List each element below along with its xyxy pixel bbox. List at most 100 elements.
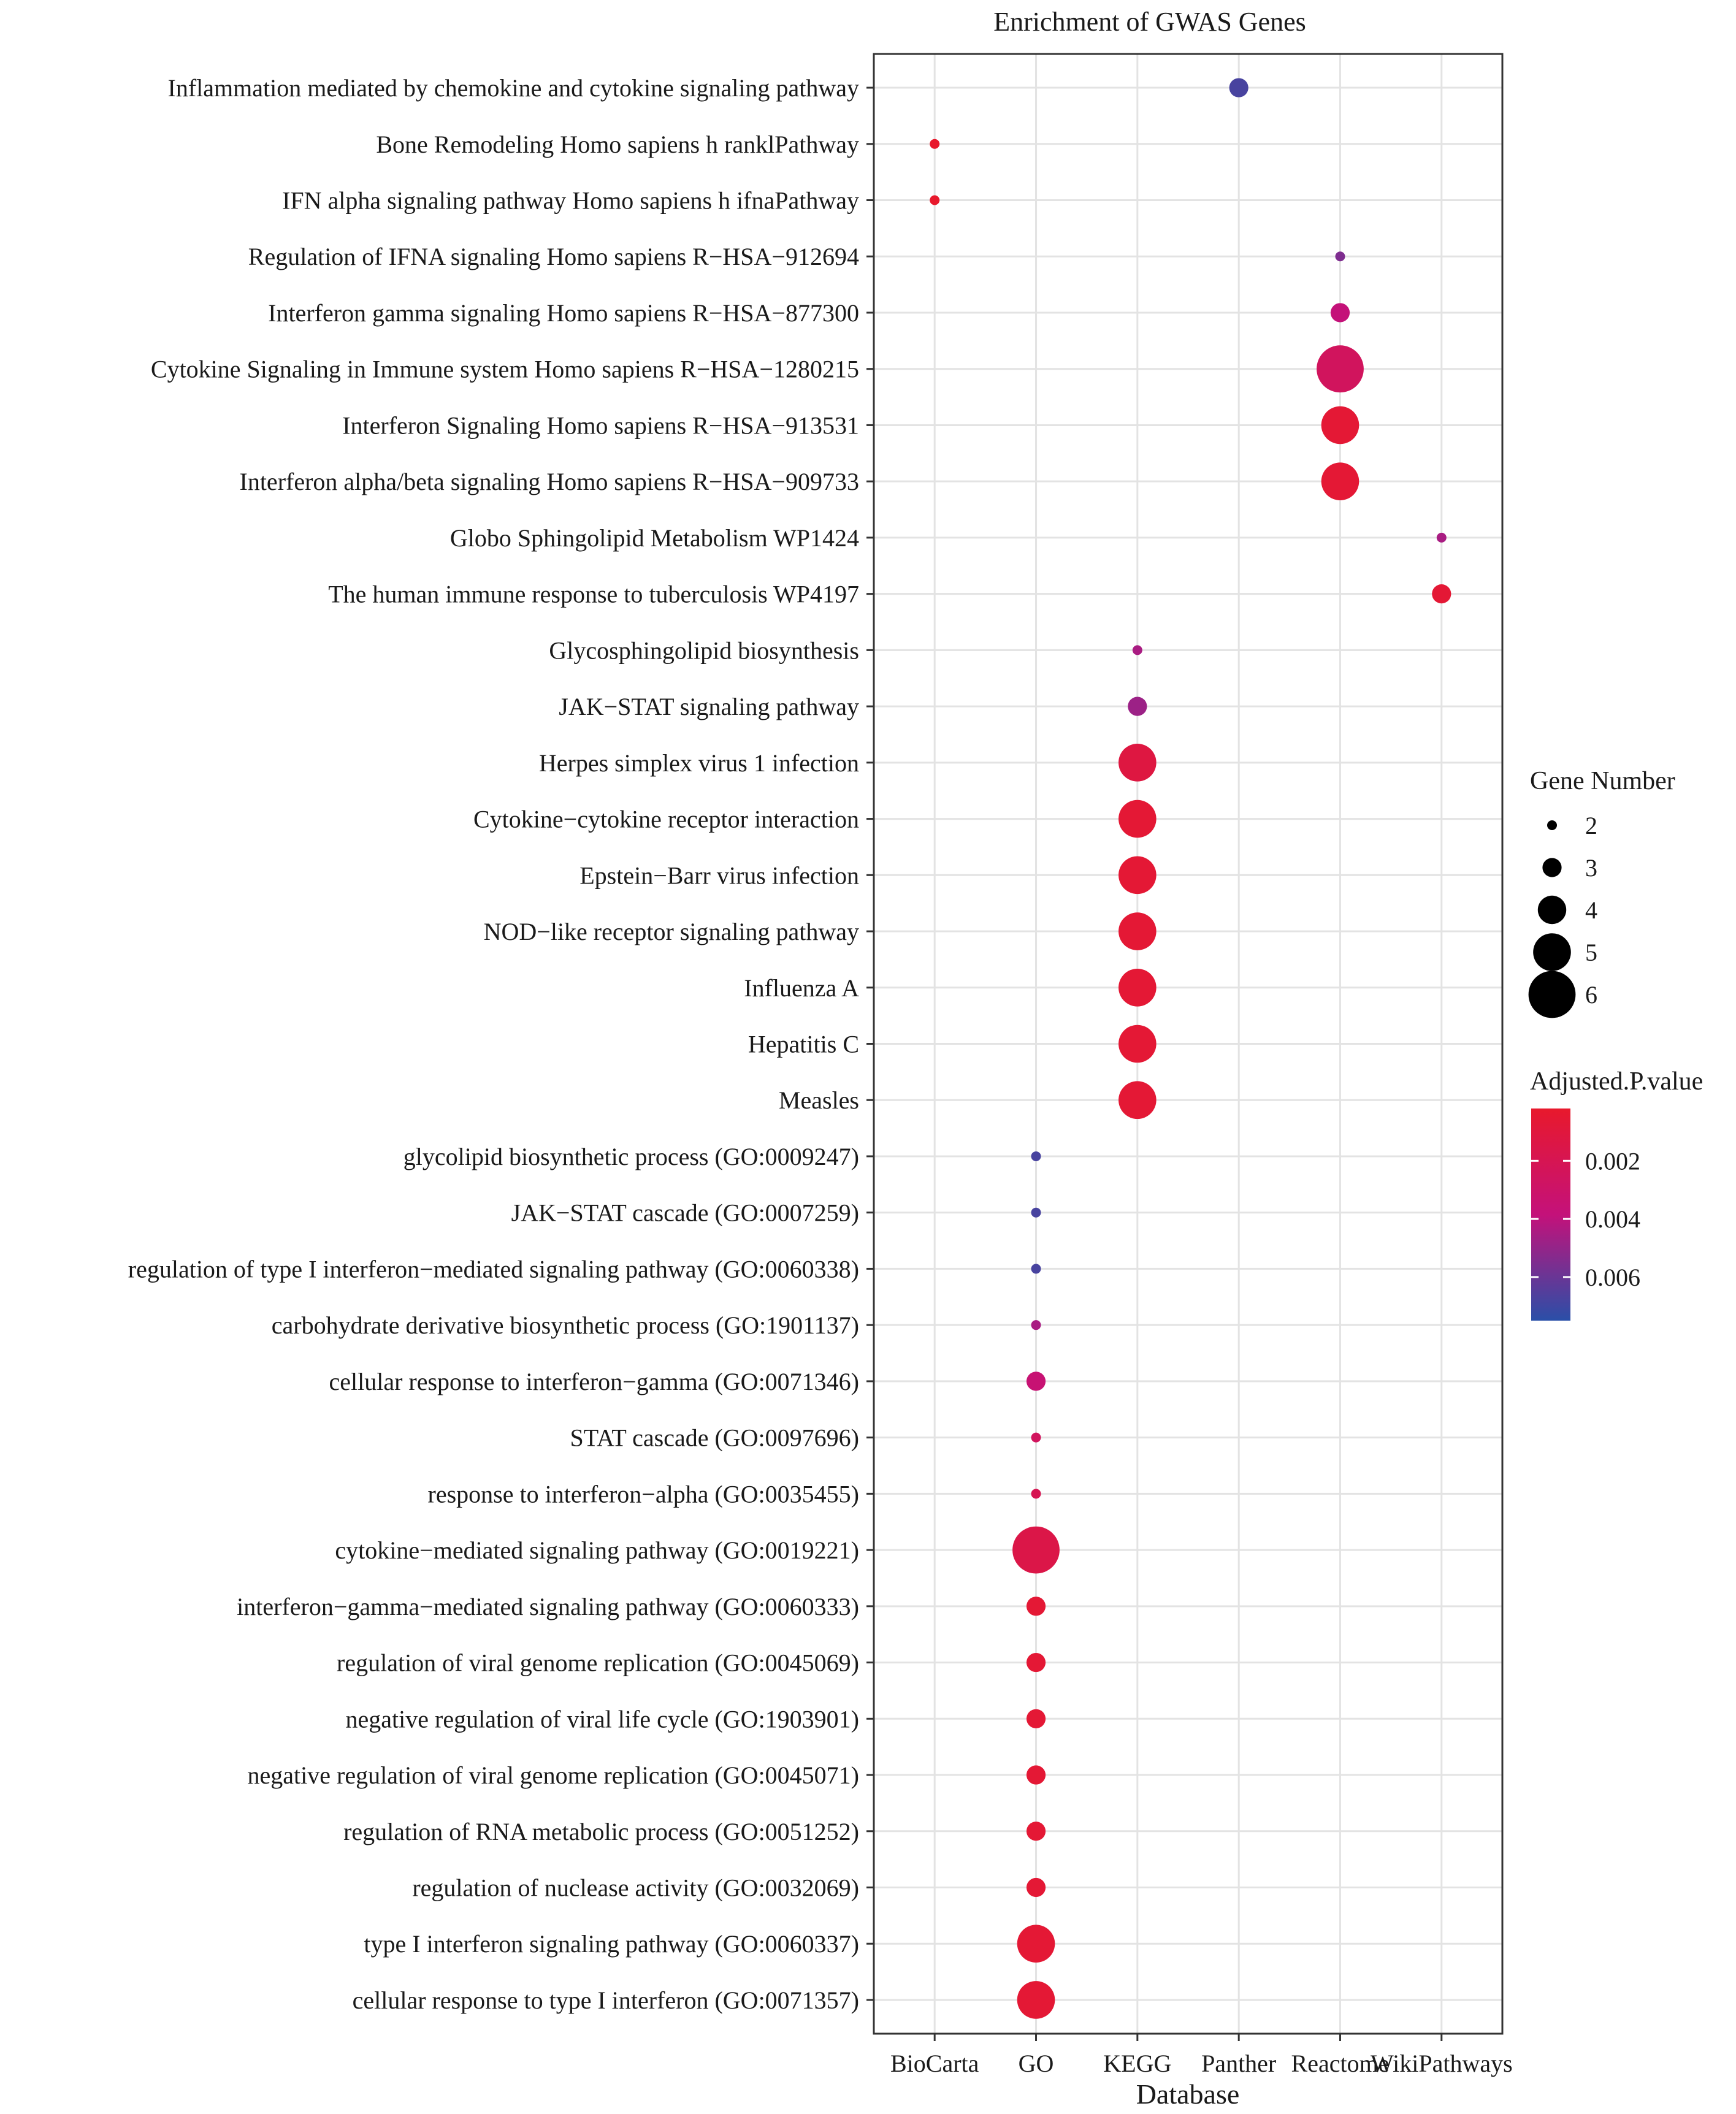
data-point (1118, 912, 1157, 950)
y-tick-label: Cytokine−cytokine receptor interaction (473, 806, 859, 833)
y-tick-label: negative regulation of viral genome repl… (248, 1761, 859, 1789)
y-tick-label: interferon−gamma−mediated signaling path… (237, 1593, 859, 1620)
grid-lines (874, 54, 1502, 2034)
data-point (1321, 406, 1359, 445)
data-point (1026, 1709, 1046, 1728)
y-tick-label: Globo Sphingolipid Metabolism WP1424 (450, 524, 859, 552)
colorbar (1531, 1109, 1570, 1321)
data-point (1229, 78, 1248, 97)
data-point (1031, 1151, 1041, 1161)
y-tick-label: glycolipid biosynthetic process (GO:0009… (403, 1143, 859, 1170)
y-tick-label: Glycosphingolipid biosynthesis (549, 636, 859, 664)
data-point (1432, 584, 1451, 604)
y-tick-label: Interferon alpha/beta signaling Homo sap… (240, 468, 860, 495)
chart-title: Enrichment of GWAS Genes (993, 7, 1306, 37)
colorbar-tick-label: 0.004 (1585, 1205, 1640, 1233)
data-point (1012, 1526, 1060, 1574)
data-point (1031, 1264, 1041, 1274)
y-tick-label: Cytokine Signaling in Immune system Homo… (151, 356, 859, 383)
data-point (1436, 532, 1447, 543)
data-point (1026, 1765, 1046, 1785)
y-tick-label: type I interferon signaling pathway (GO:… (364, 1930, 859, 1958)
data-point (1132, 645, 1142, 655)
y-tick-label: The human immune response to tuberculosi… (328, 581, 859, 608)
gene-number-legend-title: Gene Number (1530, 767, 1675, 795)
y-tick-label: Epstein−Barr virus infection (579, 861, 859, 889)
y-tick-label: regulation of viral genome replication (… (337, 1649, 859, 1677)
gene-number-legend-key (1537, 895, 1567, 925)
data-point (1031, 1320, 1041, 1330)
data-point (1335, 251, 1345, 262)
data-point (930, 139, 940, 149)
y-tick-label: negative regulation of viral life cycle … (346, 1705, 859, 1733)
y-tick-label: Bone Remodeling Homo sapiens h ranklPath… (376, 131, 859, 158)
y-tick-label: response to interferon−alpha (GO:0035455… (428, 1480, 859, 1508)
y-tick-label: Regulation of IFNA signaling Homo sapien… (248, 243, 859, 270)
y-axis-ticks: Inflammation mediated by chemokine and c… (128, 74, 874, 2014)
y-tick-label: carbohydrate derivative biosynthetic pro… (272, 1311, 859, 1339)
data-points (930, 78, 1451, 2019)
data-point (1026, 1372, 1046, 1391)
data-point (1031, 1489, 1041, 1499)
adjusted-p-value-legend-title: Adjusted.P.value (1530, 1067, 1703, 1096)
y-tick-label: Interferon gamma signaling Homo sapiens … (268, 299, 859, 327)
gene-number-legend-key (1547, 820, 1557, 830)
data-point (1118, 1081, 1157, 1120)
data-point (1118, 856, 1157, 895)
y-tick-label: cellular response to interferon−gamma (G… (329, 1368, 859, 1395)
x-tick-label: GO (1019, 2050, 1054, 2077)
gene-number-legend-key (1533, 933, 1571, 971)
data-point (1330, 303, 1350, 322)
data-point (1031, 1207, 1041, 1218)
gene-number-legend-label: 4 (1585, 896, 1597, 924)
x-axis-ticks: BioCarta GO KEGG Panther ReactomeWikiPathway… (890, 2034, 1513, 2077)
y-tick-label: regulation of type I interferon−mediated… (128, 1255, 859, 1283)
data-point (1031, 1432, 1041, 1443)
y-tick-label: JAK−STAT signaling pathway (559, 693, 859, 720)
gene-number-legend-key (1528, 971, 1576, 1018)
x-tick-label: WikiPathways (1371, 2050, 1513, 2077)
x-tick-label: BioCarta (890, 2050, 979, 2077)
y-tick-label: cytokine−mediated signaling pathway (GO:… (335, 1536, 859, 1564)
data-point (1118, 1025, 1157, 1063)
gene-number-legend-label: 3 (1585, 854, 1597, 882)
data-point (1118, 799, 1157, 838)
gene-number-legend-label: 6 (1585, 981, 1597, 1009)
data-point (1317, 345, 1364, 393)
data-point (1118, 744, 1157, 782)
data-point (1321, 462, 1359, 500)
colorbar-tick-label: 0.002 (1585, 1147, 1640, 1175)
y-tick-label: STAT cascade (GO:0097696) (570, 1424, 859, 1452)
x-axis-title: Database (1136, 2078, 1240, 2110)
x-tick-label: Panther (1201, 2050, 1276, 2077)
data-point (1026, 1877, 1046, 1898)
y-tick-label: IFN alpha signaling pathway Homo sapiens… (282, 187, 859, 215)
data-point (1026, 1822, 1046, 1841)
x-tick-label: Reactome (1291, 2050, 1390, 2077)
data-point (1118, 968, 1157, 1007)
data-point (1128, 696, 1147, 716)
data-point (1017, 1981, 1055, 2019)
adjusted-p-value-legend: Adjusted.P.value 0.002 0.004 0.006 (1530, 1067, 1703, 1321)
y-tick-label: cellular response to type I interferon (… (353, 1986, 859, 2014)
gene-number-legend-label: 2 (1585, 812, 1597, 839)
data-point (930, 195, 940, 205)
colorbar-tick-label: 0.006 (1585, 1264, 1640, 1291)
gene-number-legend-key (1542, 858, 1562, 877)
y-tick-label: JAK−STAT cascade (GO:0007259) (511, 1199, 859, 1227)
y-tick-label: regulation of nuclease activity (GO:0032… (412, 1874, 859, 1901)
y-tick-label: Hepatitis C (748, 1031, 859, 1058)
y-tick-label: Herpes simplex virus 1 infection (539, 749, 859, 777)
data-point (1017, 1925, 1055, 1963)
y-tick-label: Inflammation mediated by chemokine and c… (168, 74, 859, 102)
data-point (1026, 1597, 1046, 1616)
gene-number-legend: Gene Number 2 3 4 5 6 (1528, 767, 1675, 1018)
y-tick-label: Measles (779, 1086, 859, 1114)
y-tick-label: Interferon Signaling Homo sapiens R−HSA−… (342, 411, 859, 439)
data-point (1026, 1652, 1046, 1673)
gene-number-legend-label: 5 (1585, 939, 1597, 966)
y-tick-label: Influenza A (744, 974, 859, 1002)
x-tick-label: KEGG (1103, 2050, 1171, 2077)
y-tick-label: NOD−like receptor signaling pathway (484, 918, 859, 945)
